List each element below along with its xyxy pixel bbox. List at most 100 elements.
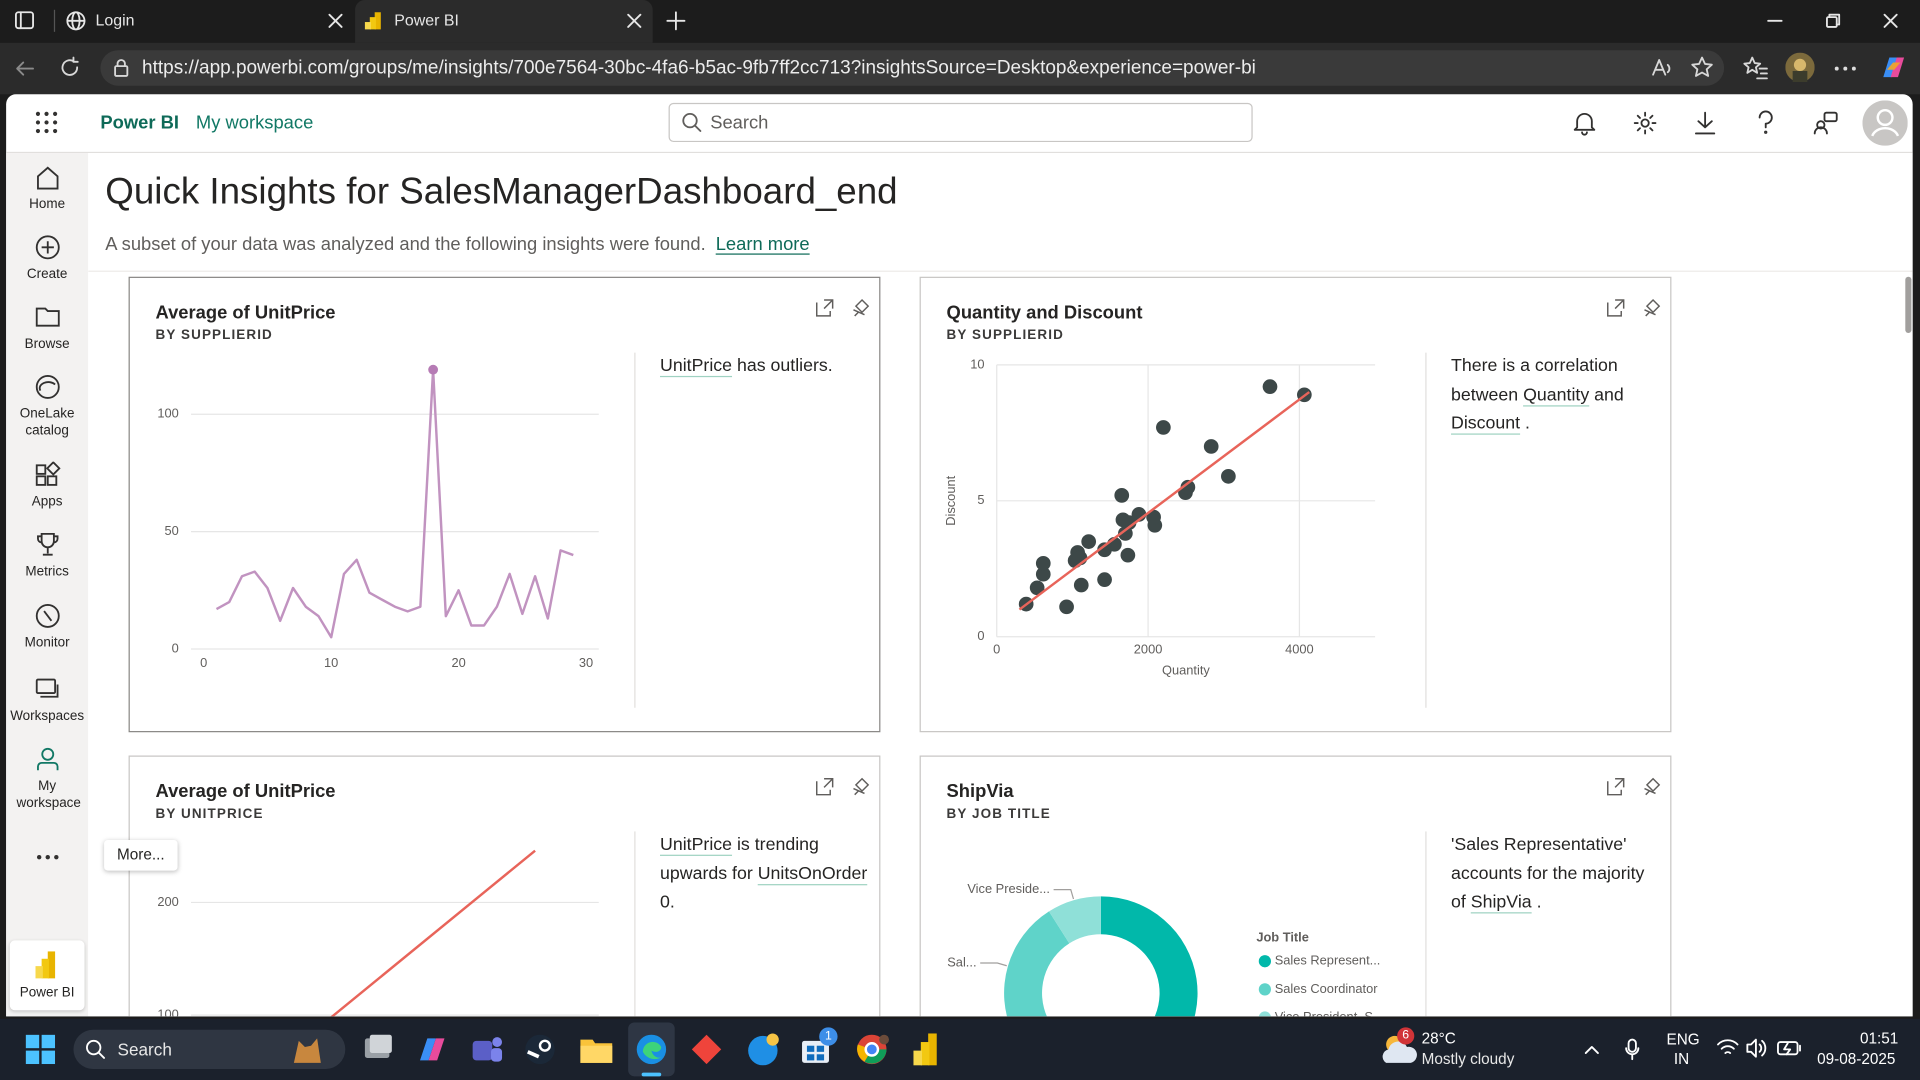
minimize[interactable]	[1767, 19, 1783, 22]
apps-icon	[35, 461, 61, 486]
card-divider	[1425, 831, 1427, 1017]
scrollbar-thumb[interactable]	[1905, 276, 1912, 334]
expand-icon[interactable]	[1607, 778, 1625, 796]
trend-line	[1018, 391, 1311, 611]
pin-icon[interactable]	[1644, 777, 1661, 796]
circle-shape	[35, 375, 60, 399]
account[interactable]	[1862, 100, 1908, 146]
nav-item[interactable]: Metrics	[6, 531, 88, 580]
close-window[interactable]	[1883, 13, 1898, 28]
site-info[interactable]	[113, 59, 130, 77]
app-launcher[interactable]	[35, 111, 58, 134]
path-shape	[1573, 113, 1596, 131]
refresh-button[interactable]	[60, 56, 81, 79]
insight-text: There is a correlation between Quantity …	[1451, 353, 1659, 439]
insight-field[interactable]: UnitsOnOrder	[757, 863, 868, 884]
y-tick-label: 50	[164, 523, 178, 538]
circle-shape	[44, 128, 49, 134]
nav-item[interactable]: Workspaces	[6, 676, 88, 725]
copilot[interactable]	[1878, 53, 1907, 82]
favorite[interactable]	[1691, 56, 1713, 78]
nav-item[interactable]: Apps	[6, 461, 88, 511]
nav-item[interactable]: Browse	[6, 304, 88, 353]
start-button[interactable]	[25, 1034, 56, 1065]
store[interactable]	[800, 1033, 834, 1065]
favorites[interactable]	[1743, 56, 1768, 80]
insight-field[interactable]: Discount	[1451, 413, 1521, 434]
sidebar-toggle[interactable]	[15, 11, 35, 31]
file-explorer[interactable]	[579, 1033, 613, 1065]
powerbi-icon	[364, 12, 381, 30]
nav-item[interactable]: Monitor	[6, 602, 88, 651]
volume[interactable]	[1746, 1038, 1768, 1058]
insight-field[interactable]: ShipVia	[1470, 892, 1532, 913]
y-tick-label: 5	[977, 492, 984, 507]
feedback[interactable]	[1813, 111, 1838, 135]
search-box[interactable]: Search	[668, 102, 1253, 143]
path-shape	[16, 61, 34, 76]
insight-field[interactable]: Quantity	[1523, 385, 1590, 405]
settings[interactable]	[1633, 111, 1657, 135]
pin-icon[interactable]	[853, 298, 870, 317]
pin-icon[interactable]	[1644, 298, 1661, 317]
teams[interactable]	[470, 1033, 504, 1065]
path-shape	[1581, 131, 1588, 136]
workspace-link[interactable]: My workspace	[195, 112, 314, 134]
tab[interactable]: Login	[56, 0, 352, 42]
close-tab[interactable]	[627, 13, 642, 28]
app: Power BI My workspace Search Home Create	[6, 94, 1913, 1017]
settings-more[interactable]	[1834, 66, 1856, 71]
path-shape	[1625, 1047, 1640, 1061]
brand[interactable]: Power BI	[100, 112, 180, 134]
close-tab[interactable]	[328, 13, 343, 28]
read-aloud[interactable]	[1652, 58, 1673, 79]
download[interactable]	[1694, 111, 1716, 135]
powerbi-switcher[interactable]: Power BI	[9, 940, 85, 1011]
task-view[interactable]	[362, 1033, 394, 1062]
nav-item[interactable]: Create	[6, 234, 88, 283]
region[interactable]: IN	[1673, 1050, 1690, 1068]
url-field[interactable]: https://app.powerbi.com/groups/me/insigh…	[100, 50, 1725, 86]
chrome[interactable]	[856, 1033, 890, 1065]
insight-field[interactable]: UnitPrice	[660, 835, 733, 855]
nav-item[interactable]: Home	[6, 164, 88, 213]
more-button[interactable]	[36, 854, 59, 860]
slice-label: Vice Preside...	[967, 881, 1050, 896]
battery[interactable]	[1777, 1040, 1801, 1057]
steam[interactable]	[524, 1033, 556, 1065]
insight-cards: Average of UnitPrice BY SUPPLIERID UnitPri…	[88, 153, 1900, 1017]
new-tab[interactable]	[666, 11, 686, 31]
hidden-icons[interactable]	[1584, 1044, 1599, 1054]
profile-avatar[interactable]	[1785, 52, 1815, 83]
path-shape	[693, 124, 702, 132]
copilot-app[interactable]	[416, 1033, 448, 1065]
notifications[interactable]	[1573, 111, 1596, 136]
help[interactable]	[1757, 110, 1774, 134]
taskbar-search[interactable]: Search	[73, 1029, 346, 1069]
expand-icon[interactable]	[815, 778, 834, 796]
learn-more-link[interactable]: Learn more	[715, 233, 810, 255]
help-app[interactable]	[746, 1031, 783, 1068]
clock-date[interactable]: 09-08-2025	[1817, 1050, 1896, 1068]
language[interactable]: ENG	[1666, 1031, 1700, 1049]
nav-item[interactable]: OneLake catalog	[6, 373, 88, 439]
expand-icon[interactable]	[1607, 299, 1625, 317]
wifi[interactable]	[1717, 1038, 1739, 1058]
y-tick-label: 0	[977, 628, 984, 643]
restore[interactable]	[1826, 13, 1841, 28]
pin-icon[interactable]	[853, 777, 870, 796]
insight-field[interactable]: UnitPrice	[660, 356, 733, 376]
circle-shape	[492, 1037, 503, 1047]
expand-icon[interactable]	[815, 299, 834, 317]
nav-item-selected[interactable]: My workspace	[6, 746, 88, 812]
powerbi-app[interactable]	[912, 1032, 939, 1066]
microphone[interactable]	[1625, 1038, 1640, 1061]
edge[interactable]	[636, 1033, 668, 1065]
anydesk[interactable]	[691, 1033, 723, 1065]
back-button[interactable]	[15, 59, 35, 79]
search-placeholder: Search	[710, 112, 769, 134]
tab-active[interactable]: Power BI	[355, 0, 653, 43]
clock-time[interactable]: 01:51	[1860, 1029, 1899, 1047]
legend-title: Job Title	[1256, 929, 1309, 944]
